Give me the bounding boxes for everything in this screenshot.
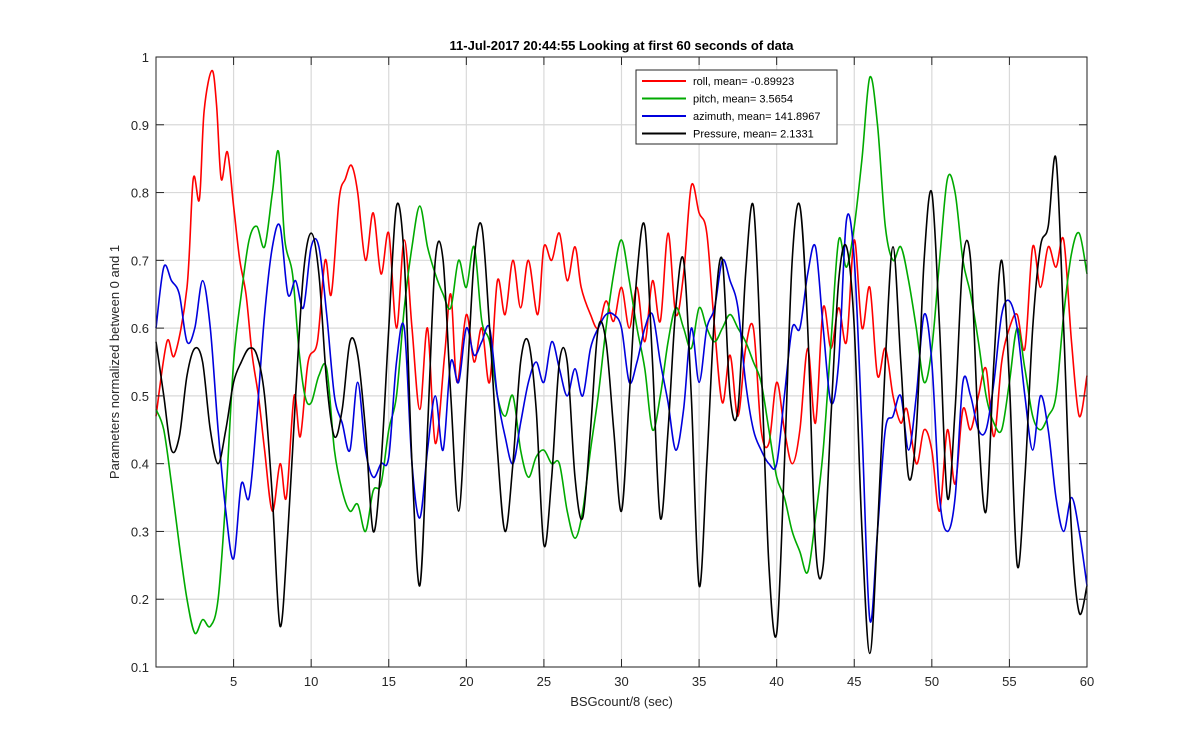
x-tick-label: 20 xyxy=(459,674,473,689)
azimuth-series-line xyxy=(155,213,1088,623)
x-tick-label: 35 xyxy=(692,674,706,689)
chart-title: 11-Jul-2017 20:44:55 Looking at first 60… xyxy=(450,38,795,53)
y-tick-label: 0.7 xyxy=(131,253,149,268)
legend-item-roll: roll, mean= -0.89923 xyxy=(693,76,794,88)
legend-item-pitch: pitch, mean= 3.5654 xyxy=(693,94,793,106)
x-tick-label: 10 xyxy=(304,674,318,689)
legend-item-pressure: Pressure, mean= 2.1331 xyxy=(693,129,814,141)
legend: roll, mean= -0.89923 pitch, mean= 3.5654 a… xyxy=(635,69,838,145)
x-tick-label: 25 xyxy=(537,674,551,689)
y-tick-label: 0.1 xyxy=(131,660,149,675)
x-tick-label: 55 xyxy=(1002,674,1016,689)
y-tick-label: 0.6 xyxy=(131,321,149,336)
pitch-series-line xyxy=(155,75,1088,635)
y-axis-label: Parameters normalized between 0 and 1 xyxy=(107,245,122,479)
x-axis-label: BSGcount/8 (sec) xyxy=(570,694,673,709)
roll-series-line xyxy=(155,69,1088,512)
x-tick-label: 45 xyxy=(847,674,861,689)
x-tick-label: 15 xyxy=(382,674,396,689)
y-tick-label: 1 xyxy=(142,50,149,65)
y-tick-label: 0.2 xyxy=(131,592,149,607)
x-tick-label: 50 xyxy=(925,674,939,689)
axis-ticks: 5 10 15 20 25 30 35 40 45 50 55 60 0.1 0.2 0.3 0.4 0.5 0.… xyxy=(131,50,1094,689)
x-tick-label: 30 xyxy=(614,674,628,689)
x-tick-label: 60 xyxy=(1080,674,1094,689)
legend-item-azimuth: azimuth, mean= 141.8967 xyxy=(693,111,821,123)
legend-box xyxy=(635,69,838,145)
x-tick-label: 40 xyxy=(769,674,783,689)
y-tick-label: 0.5 xyxy=(131,389,149,404)
y-tick-label: 0.8 xyxy=(131,186,149,201)
y-tick-label: 0.4 xyxy=(131,457,149,472)
x-tick-label: 5 xyxy=(230,674,237,689)
pressure-series-line xyxy=(155,155,1088,655)
y-tick-label: 0.3 xyxy=(131,524,149,539)
y-tick-label: 0.9 xyxy=(131,118,149,133)
series-lines xyxy=(155,69,1088,655)
